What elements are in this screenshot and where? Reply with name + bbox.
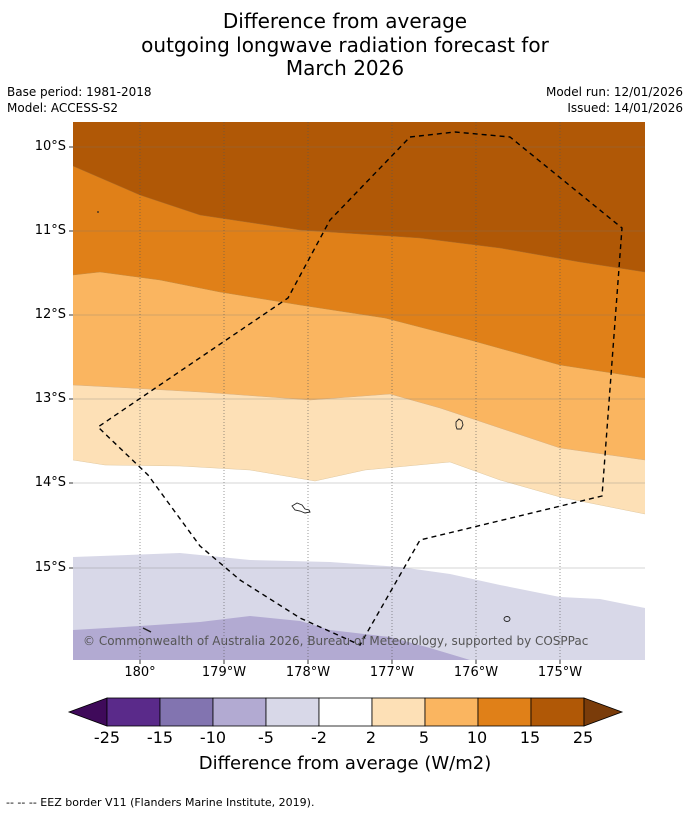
island bbox=[142, 627, 152, 633]
lat-label: 14°S bbox=[34, 475, 66, 490]
colorbar-swatch bbox=[530, 697, 585, 727]
issued-date: Issued: 14/01/2026 bbox=[567, 101, 683, 115]
island bbox=[503, 616, 511, 622]
lon-label: 178°W bbox=[285, 665, 331, 680]
copyright-text: © Commonwealth of Australia 2026, Bureau… bbox=[83, 634, 588, 648]
title-line-2: outgoing longwave radiation forecast for bbox=[141, 33, 549, 57]
lat-label: 15°S bbox=[34, 560, 66, 575]
colorbar-tick: -25 bbox=[93, 728, 121, 747]
lon-label: 180° bbox=[124, 665, 156, 680]
lat-label: 13°S bbox=[34, 391, 66, 406]
colorbar-tick: 5 bbox=[418, 728, 430, 747]
colorbar-arrow-high bbox=[583, 697, 624, 727]
colorbar-swatch bbox=[159, 697, 214, 727]
colorbar-tick: 10 bbox=[466, 728, 488, 747]
colorbar-swatch bbox=[477, 697, 532, 727]
lon-label: 177°W bbox=[369, 665, 415, 680]
eez-legend-note: -- -- -- EEZ border V11 (Flanders Marine… bbox=[6, 796, 315, 809]
title-line-1: Difference from average bbox=[222, 9, 468, 33]
island bbox=[291, 502, 311, 514]
base-period: Base period: 1981-2018 bbox=[7, 85, 152, 99]
colorbar-swatch bbox=[371, 697, 426, 727]
lon-label: 179°W bbox=[201, 665, 247, 680]
model-name: Model: ACCESS-S2 bbox=[7, 101, 119, 115]
colorbar-tick: -10 bbox=[199, 728, 227, 747]
lon-label: 175°W bbox=[537, 665, 583, 680]
colorbar-swatch bbox=[318, 697, 373, 727]
lat-label: 12°S bbox=[34, 307, 66, 322]
colorbar-tick: 15 bbox=[519, 728, 541, 747]
lat-label: 10°S bbox=[34, 139, 66, 154]
colorbar-swatch bbox=[265, 697, 320, 727]
colorbar-title: Difference from average (W/m2) bbox=[198, 753, 492, 774]
colorbar-arrow-low bbox=[67, 697, 108, 727]
colorbar-tick: 25 bbox=[572, 728, 594, 747]
band-neg-5-10 bbox=[73, 616, 470, 660]
island bbox=[455, 418, 464, 430]
eez-border bbox=[96, 131, 623, 646]
model-run: Model run: 12/01/2026 bbox=[545, 85, 683, 99]
colorbar-tick: 2 bbox=[365, 728, 377, 747]
colorbar-tick: -15 bbox=[146, 728, 174, 747]
colorbar bbox=[67, 697, 624, 727]
band-15-25 bbox=[73, 122, 645, 272]
colorbar-swatch bbox=[212, 697, 267, 727]
colorbar-swatch bbox=[106, 697, 161, 727]
colorbar-tick: -2 bbox=[311, 728, 327, 747]
colorbar-tick: -5 bbox=[258, 728, 274, 747]
title-line-3: March 2026 bbox=[285, 56, 405, 80]
colorbar-swatch bbox=[424, 697, 479, 727]
lat-label: 11°S bbox=[34, 223, 66, 238]
lon-label: 176°W bbox=[453, 665, 499, 680]
